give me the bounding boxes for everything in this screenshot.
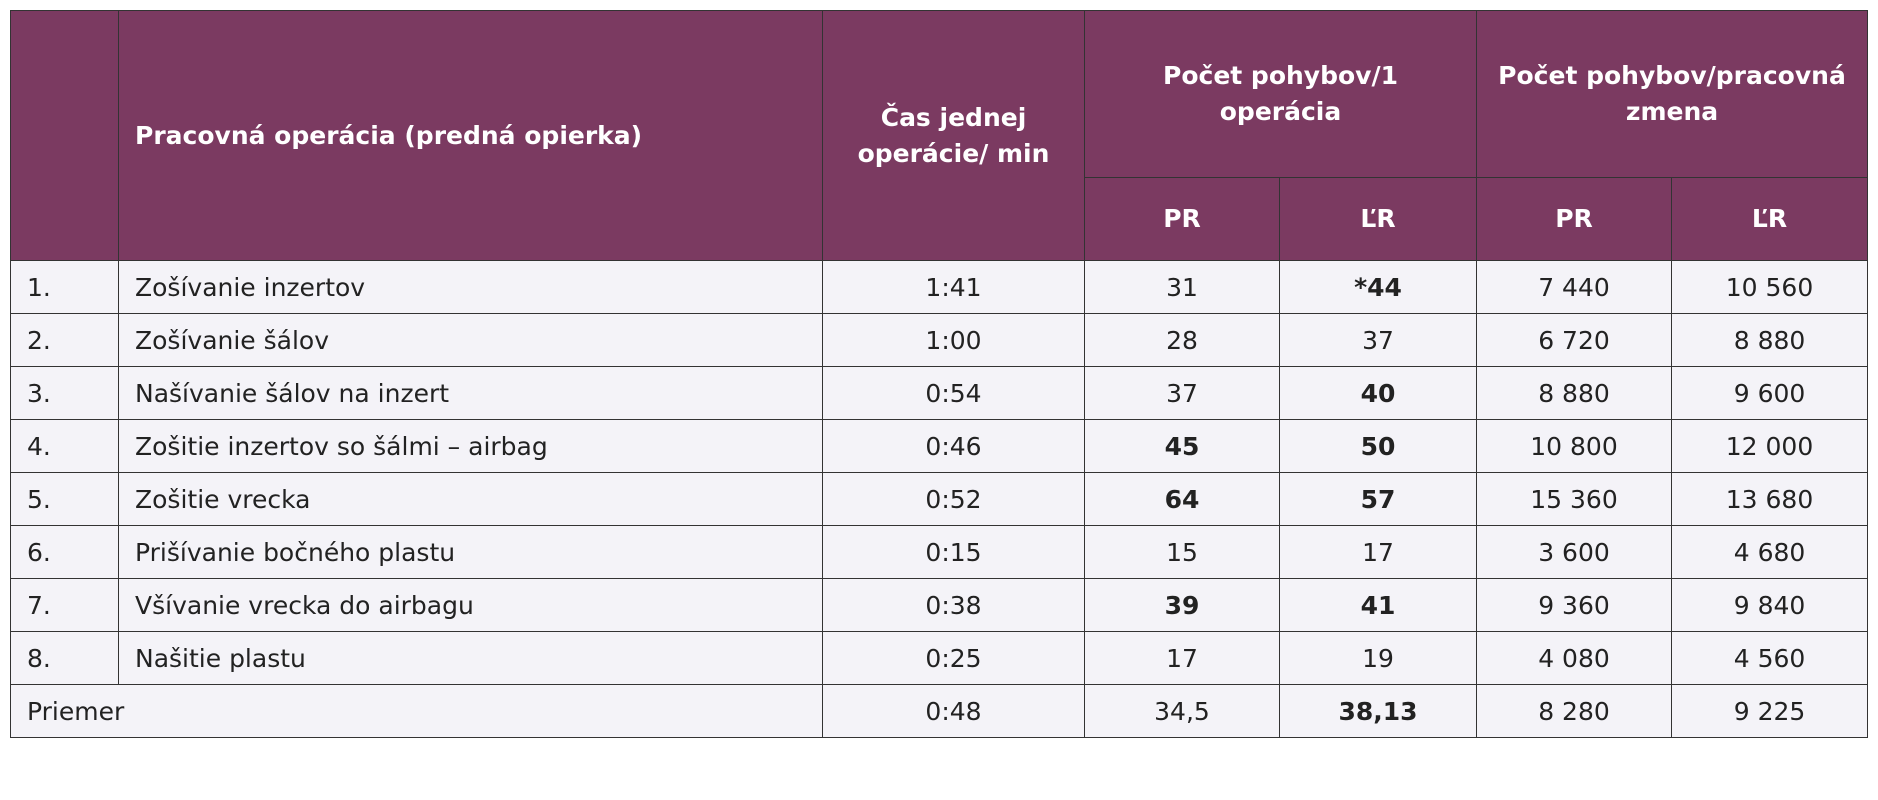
data-row: 8. Našitie plastu 0:25 17 19 4 080 4 560 bbox=[10, 631, 1869, 685]
header-cell: PR bbox=[1084, 177, 1280, 261]
cell: 0:52 bbox=[822, 472, 1085, 526]
cell: 9 600 bbox=[1670, 366, 1869, 420]
cell: *44 bbox=[1279, 260, 1477, 314]
header-row: Pracovná operácia (predná opierka) Čas j… bbox=[10, 10, 1869, 261]
cell: 6. bbox=[10, 525, 119, 579]
cell: 0:48 bbox=[822, 684, 1085, 738]
cell: 50 bbox=[1279, 419, 1477, 473]
cell: 15 bbox=[1084, 525, 1280, 579]
data-row: 4. Zošitie inzertov so šálmi – airbag 0:46… bbox=[10, 419, 1869, 473]
cell: 3. bbox=[10, 366, 119, 420]
cell: 9 840 bbox=[1670, 578, 1869, 632]
cell: 0:25 bbox=[822, 631, 1085, 685]
cell: 17 bbox=[1084, 631, 1280, 685]
cell: 28 bbox=[1084, 313, 1280, 367]
cell: 38,13 bbox=[1279, 684, 1477, 738]
header-cell: Pracovná operácia (predná opierka) bbox=[118, 10, 823, 261]
cell: 31 bbox=[1084, 260, 1280, 314]
cell: 8. bbox=[10, 631, 119, 685]
cell: 17 bbox=[1279, 525, 1477, 579]
table-body: 1. Zošívanie inzertov 1:41 31 *44 7 440 10 560… bbox=[10, 260, 1869, 738]
cell: 34,5 bbox=[1084, 684, 1280, 738]
cell: 40 bbox=[1279, 366, 1477, 420]
cell: 45 bbox=[1084, 419, 1280, 473]
cell: 4 080 bbox=[1476, 631, 1672, 685]
cell: 0:54 bbox=[822, 366, 1085, 420]
cell: 8 880 bbox=[1476, 366, 1672, 420]
data-row: 5. Zošitie vrecka 0:52 64 57 15 360 13 680 bbox=[10, 472, 1869, 526]
header-cell: Počet pohybov/pracovná zmena bbox=[1475, 10, 1869, 178]
cell: 4 560 bbox=[1670, 631, 1869, 685]
table: Pracovná operácia (predná opierka) Čas j… bbox=[10, 10, 1869, 738]
cell: 0:38 bbox=[822, 578, 1085, 632]
data-row: 7. Všívanie vrecka do airbagu 0:38 39 41 9 36… bbox=[10, 578, 1869, 632]
cell: 57 bbox=[1279, 472, 1477, 526]
cell: 2. bbox=[10, 313, 119, 367]
header-cell: PR bbox=[1476, 177, 1672, 261]
footer-row: Priemer 0:48 34,5 38,13 8 280 9 225 bbox=[10, 684, 1869, 738]
header-cell: Čas jednej operácie/ min bbox=[822, 10, 1085, 261]
cell: 12 000 bbox=[1670, 419, 1869, 473]
header-row: PR ĽR PR ĽR bbox=[11, 177, 1869, 261]
cell: Zošitie inzertov so šálmi – airbag bbox=[118, 419, 823, 473]
header-cell bbox=[10, 10, 119, 261]
header-cell: Počet pohybov/1 operácia bbox=[1084, 10, 1477, 178]
cell: 1:41 bbox=[822, 260, 1085, 314]
cell: 1:00 bbox=[822, 313, 1085, 367]
data-row: 1. Zošívanie inzertov 1:41 31 *44 7 440 10 560 bbox=[10, 260, 1869, 314]
cell: 4. bbox=[10, 419, 119, 473]
cell: 64 bbox=[1084, 472, 1280, 526]
cell: 6 720 bbox=[1476, 313, 1672, 367]
cell: Našívanie šálov na inzert bbox=[118, 366, 823, 420]
cell: Zošívanie inzertov bbox=[118, 260, 823, 314]
data-row: 3. Našívanie šálov na inzert 0:54 37 40 8 880… bbox=[10, 366, 1869, 420]
cell: 37 bbox=[1084, 366, 1280, 420]
data-row: 6. Prišívanie bočného plastu 0:15 15 17 3 600… bbox=[10, 525, 1869, 579]
cell: 9 360 bbox=[1476, 578, 1672, 632]
cell: 10 800 bbox=[1476, 419, 1672, 473]
cell: 37 bbox=[1279, 313, 1477, 367]
cell: 19 bbox=[1279, 631, 1477, 685]
cell: 7 440 bbox=[1476, 260, 1672, 314]
cell: Zošitie vrecka bbox=[118, 472, 823, 526]
cell: 3 600 bbox=[1476, 525, 1672, 579]
cell: Všívanie vrecka do airbagu bbox=[118, 578, 823, 632]
table-head: Pracovná operácia (predná opierka) Čas j… bbox=[10, 10, 1869, 261]
cell: 13 680 bbox=[1670, 472, 1869, 526]
cell: 5. bbox=[10, 472, 119, 526]
cell: 8 880 bbox=[1670, 313, 1869, 367]
header-cell: ĽR bbox=[1279, 177, 1477, 261]
cell: 15 360 bbox=[1476, 472, 1672, 526]
cell: Zošívanie šálov bbox=[118, 313, 823, 367]
cell: 0:15 bbox=[822, 525, 1085, 579]
cell: 0:46 bbox=[822, 419, 1085, 473]
cell: Priemer bbox=[10, 684, 823, 738]
cell: 10 560 bbox=[1670, 260, 1869, 314]
cell: Našitie plastu bbox=[118, 631, 823, 685]
header-cell: ĽR bbox=[1670, 177, 1869, 261]
cell: 7. bbox=[10, 578, 119, 632]
cell: 4 680 bbox=[1670, 525, 1869, 579]
cell: 39 bbox=[1084, 578, 1280, 632]
cell: 41 bbox=[1279, 578, 1477, 632]
cell: 9 225 bbox=[1670, 684, 1869, 738]
data-row: 2. Zošívanie šálov 1:00 28 37 6 720 8 880 bbox=[10, 313, 1869, 367]
cell: 1. bbox=[10, 260, 119, 314]
cell: 8 280 bbox=[1476, 684, 1672, 738]
cell: Prišívanie bočného plastu bbox=[118, 525, 823, 579]
